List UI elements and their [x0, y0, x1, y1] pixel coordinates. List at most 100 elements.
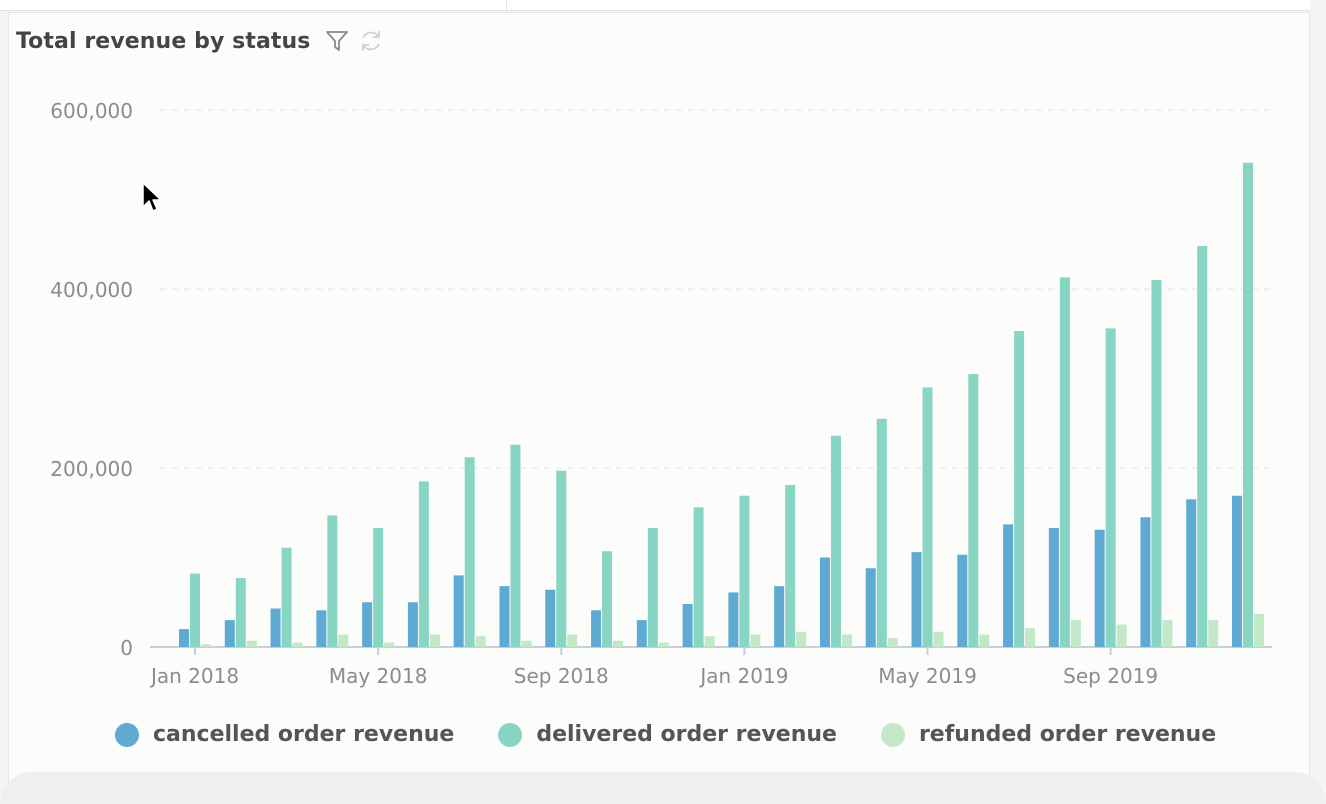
bar-cancelled [1140, 517, 1151, 647]
card-header: Total revenue by status [16, 26, 384, 56]
bar-cancelled [179, 629, 189, 647]
bar-delivered [876, 418, 887, 647]
bar-refunded [475, 636, 486, 647]
bar-refunded [887, 638, 898, 647]
top-bar-divider [506, 0, 507, 10]
bar-cancelled [1186, 499, 1197, 647]
bar-delivered [922, 387, 933, 647]
bar-refunded [796, 631, 807, 647]
bar-delivered [327, 515, 338, 647]
bar-cancelled [499, 586, 510, 647]
bar-cancelled [453, 575, 464, 647]
legend-swatch [498, 722, 523, 747]
bar-cancelled [591, 610, 602, 647]
bar-cancelled [224, 620, 235, 647]
y-tick-label: 400,000 [50, 278, 133, 302]
bar-refunded [613, 640, 624, 647]
x-tick-label: Jan 2019 [698, 664, 788, 688]
bar-refunded [1116, 624, 1127, 647]
x-tick-label: May 2019 [878, 664, 977, 688]
bar-refunded [292, 642, 303, 647]
bar-refunded [933, 631, 944, 647]
legend-swatch [880, 722, 905, 747]
bar-delivered [647, 527, 658, 647]
bar-delivered [1059, 277, 1070, 647]
legend-label: cancelled order revenue [153, 722, 455, 747]
bar-refunded [1070, 620, 1081, 647]
legend-label: refunded order revenue [918, 722, 1217, 747]
bar-delivered [693, 507, 704, 647]
bar-delivered [235, 578, 246, 647]
next-card-edge [0, 772, 1326, 804]
bar-refunded [979, 634, 990, 647]
bar-cancelled [1003, 524, 1014, 647]
bar-refunded [1254, 613, 1264, 647]
bar-delivered [510, 444, 521, 647]
legend-item-cancelled[interactable]: cancelled order revenue [115, 722, 454, 747]
legend-item-delivered[interactable]: delivered order revenue [498, 722, 837, 747]
bar-delivered [739, 495, 750, 647]
x-tick-label: Jan 2018 [149, 664, 239, 688]
bar-refunded [750, 634, 761, 647]
bar-refunded [429, 634, 440, 647]
bar-delivered [1197, 246, 1208, 648]
legend-swatch [115, 722, 139, 747]
bar-delivered [1151, 280, 1162, 647]
bar-refunded [658, 642, 669, 647]
filter-icon[interactable] [324, 28, 350, 54]
bar-cancelled [270, 608, 281, 647]
bar-refunded [841, 634, 852, 647]
bar-delivered [1105, 328, 1116, 647]
bar-delivered [281, 547, 292, 647]
y-tick-label: 0 [120, 636, 133, 660]
bar-cancelled [957, 554, 968, 647]
legend-item-refunded[interactable]: refunded order revenue [880, 722, 1217, 747]
bar-cancelled [728, 592, 739, 647]
bar-delivered [190, 573, 200, 647]
bar-cancelled [362, 602, 373, 647]
bar-delivered [556, 470, 567, 647]
bar-cancelled [1094, 529, 1105, 647]
bar-refunded [567, 634, 578, 647]
bar-refunded [201, 644, 211, 647]
bar-cancelled [316, 610, 327, 647]
bar-refunded [704, 636, 715, 647]
bar-cancelled [1232, 495, 1242, 647]
top-bar [0, 0, 1310, 11]
y-tick-label: 600,000 [50, 99, 133, 123]
bar-cancelled [774, 586, 785, 647]
x-tick-label: Sep 2019 [1063, 664, 1158, 688]
bar-cancelled [545, 589, 556, 647]
bar-cancelled [407, 602, 418, 647]
bar-refunded [246, 640, 257, 647]
x-tick-label: May 2018 [329, 664, 428, 688]
bar-cancelled [819, 557, 830, 647]
legend-label: delivered order revenue [536, 722, 837, 747]
bar-refunded [1162, 620, 1173, 647]
y-tick-label: 200,000 [50, 457, 133, 481]
bar-cancelled [1048, 527, 1059, 647]
bar-cancelled [682, 604, 693, 647]
bar-refunded [1025, 628, 1036, 647]
refresh-icon[interactable] [358, 28, 384, 54]
chart-card [8, 12, 1310, 784]
bar-refunded [1208, 620, 1219, 647]
bar-delivered [373, 527, 384, 647]
bar-delivered [602, 551, 613, 647]
chart-legend: cancelled order revenue delivered order … [115, 722, 1260, 747]
x-tick-label: Sep 2018 [514, 664, 609, 688]
bar-cancelled [911, 552, 922, 647]
bar-delivered [830, 435, 841, 647]
bar-delivered [464, 457, 475, 647]
bar-delivered [418, 481, 429, 647]
bar-cancelled [636, 620, 647, 647]
bar-delivered [1014, 331, 1025, 647]
bar-delivered [785, 485, 796, 647]
bar-cancelled [865, 568, 876, 647]
bar-delivered [968, 374, 979, 647]
mouse-cursor-icon [142, 182, 166, 222]
bar-refunded [521, 640, 532, 647]
bar-refunded [338, 634, 349, 647]
bar-refunded [384, 642, 395, 647]
